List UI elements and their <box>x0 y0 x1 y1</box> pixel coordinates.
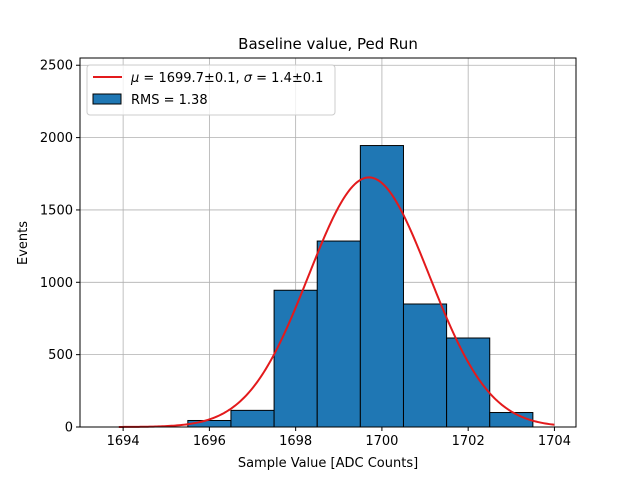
x-axis-label: Sample Value [ADC Counts] <box>238 456 418 471</box>
y-tick-label: 500 <box>48 348 73 363</box>
x-tick-label: 1704 <box>538 434 571 449</box>
histogram-bar <box>316 240 361 428</box>
histogram-bars <box>187 145 534 428</box>
x-tick-label: 1694 <box>107 434 140 449</box>
gaussian-fit <box>118 176 555 428</box>
y-tick-label: 0 <box>65 421 73 436</box>
y-tick-label: 2500 <box>40 59 73 74</box>
x-tick-label: 1696 <box>193 434 226 449</box>
plot-frame <box>79 57 577 428</box>
fit-curve <box>118 176 555 428</box>
x-tick-label: 1698 <box>279 434 312 449</box>
x-axis-ticks: 1694 1696 1698 1700 1702 1704 <box>107 427 571 449</box>
legend: μ = 1699.7±0.1, σ = 1.4±0.1 RMS = 1.38 <box>86 64 336 116</box>
histogram-bar <box>230 409 275 428</box>
y-tick-label: 1500 <box>40 203 73 218</box>
histogram-bar <box>402 303 448 428</box>
histogram-bar <box>446 337 491 428</box>
y-axis-ticks: 0 500 1000 1500 2000 2500 <box>40 59 80 436</box>
histogram-bar <box>489 412 534 428</box>
x-tick-label: 1700 <box>365 434 398 449</box>
chart-title: Baseline value, Ped Run <box>238 35 418 53</box>
legend-fit-label: μ = 1699.7±0.1, σ = 1.4±0.1 <box>130 71 323 86</box>
legend-rms-swatch <box>92 93 122 105</box>
legend-rms-label: RMS = 1.38 <box>131 93 208 108</box>
y-tick-label: 2000 <box>40 131 73 146</box>
y-axis-label: Events <box>16 221 31 265</box>
histogram-bar <box>359 145 404 428</box>
y-tick-label: 1000 <box>40 276 73 291</box>
x-tick-label: 1702 <box>452 434 485 449</box>
histogram-bar <box>273 289 318 428</box>
legend-box <box>86 64 336 116</box>
